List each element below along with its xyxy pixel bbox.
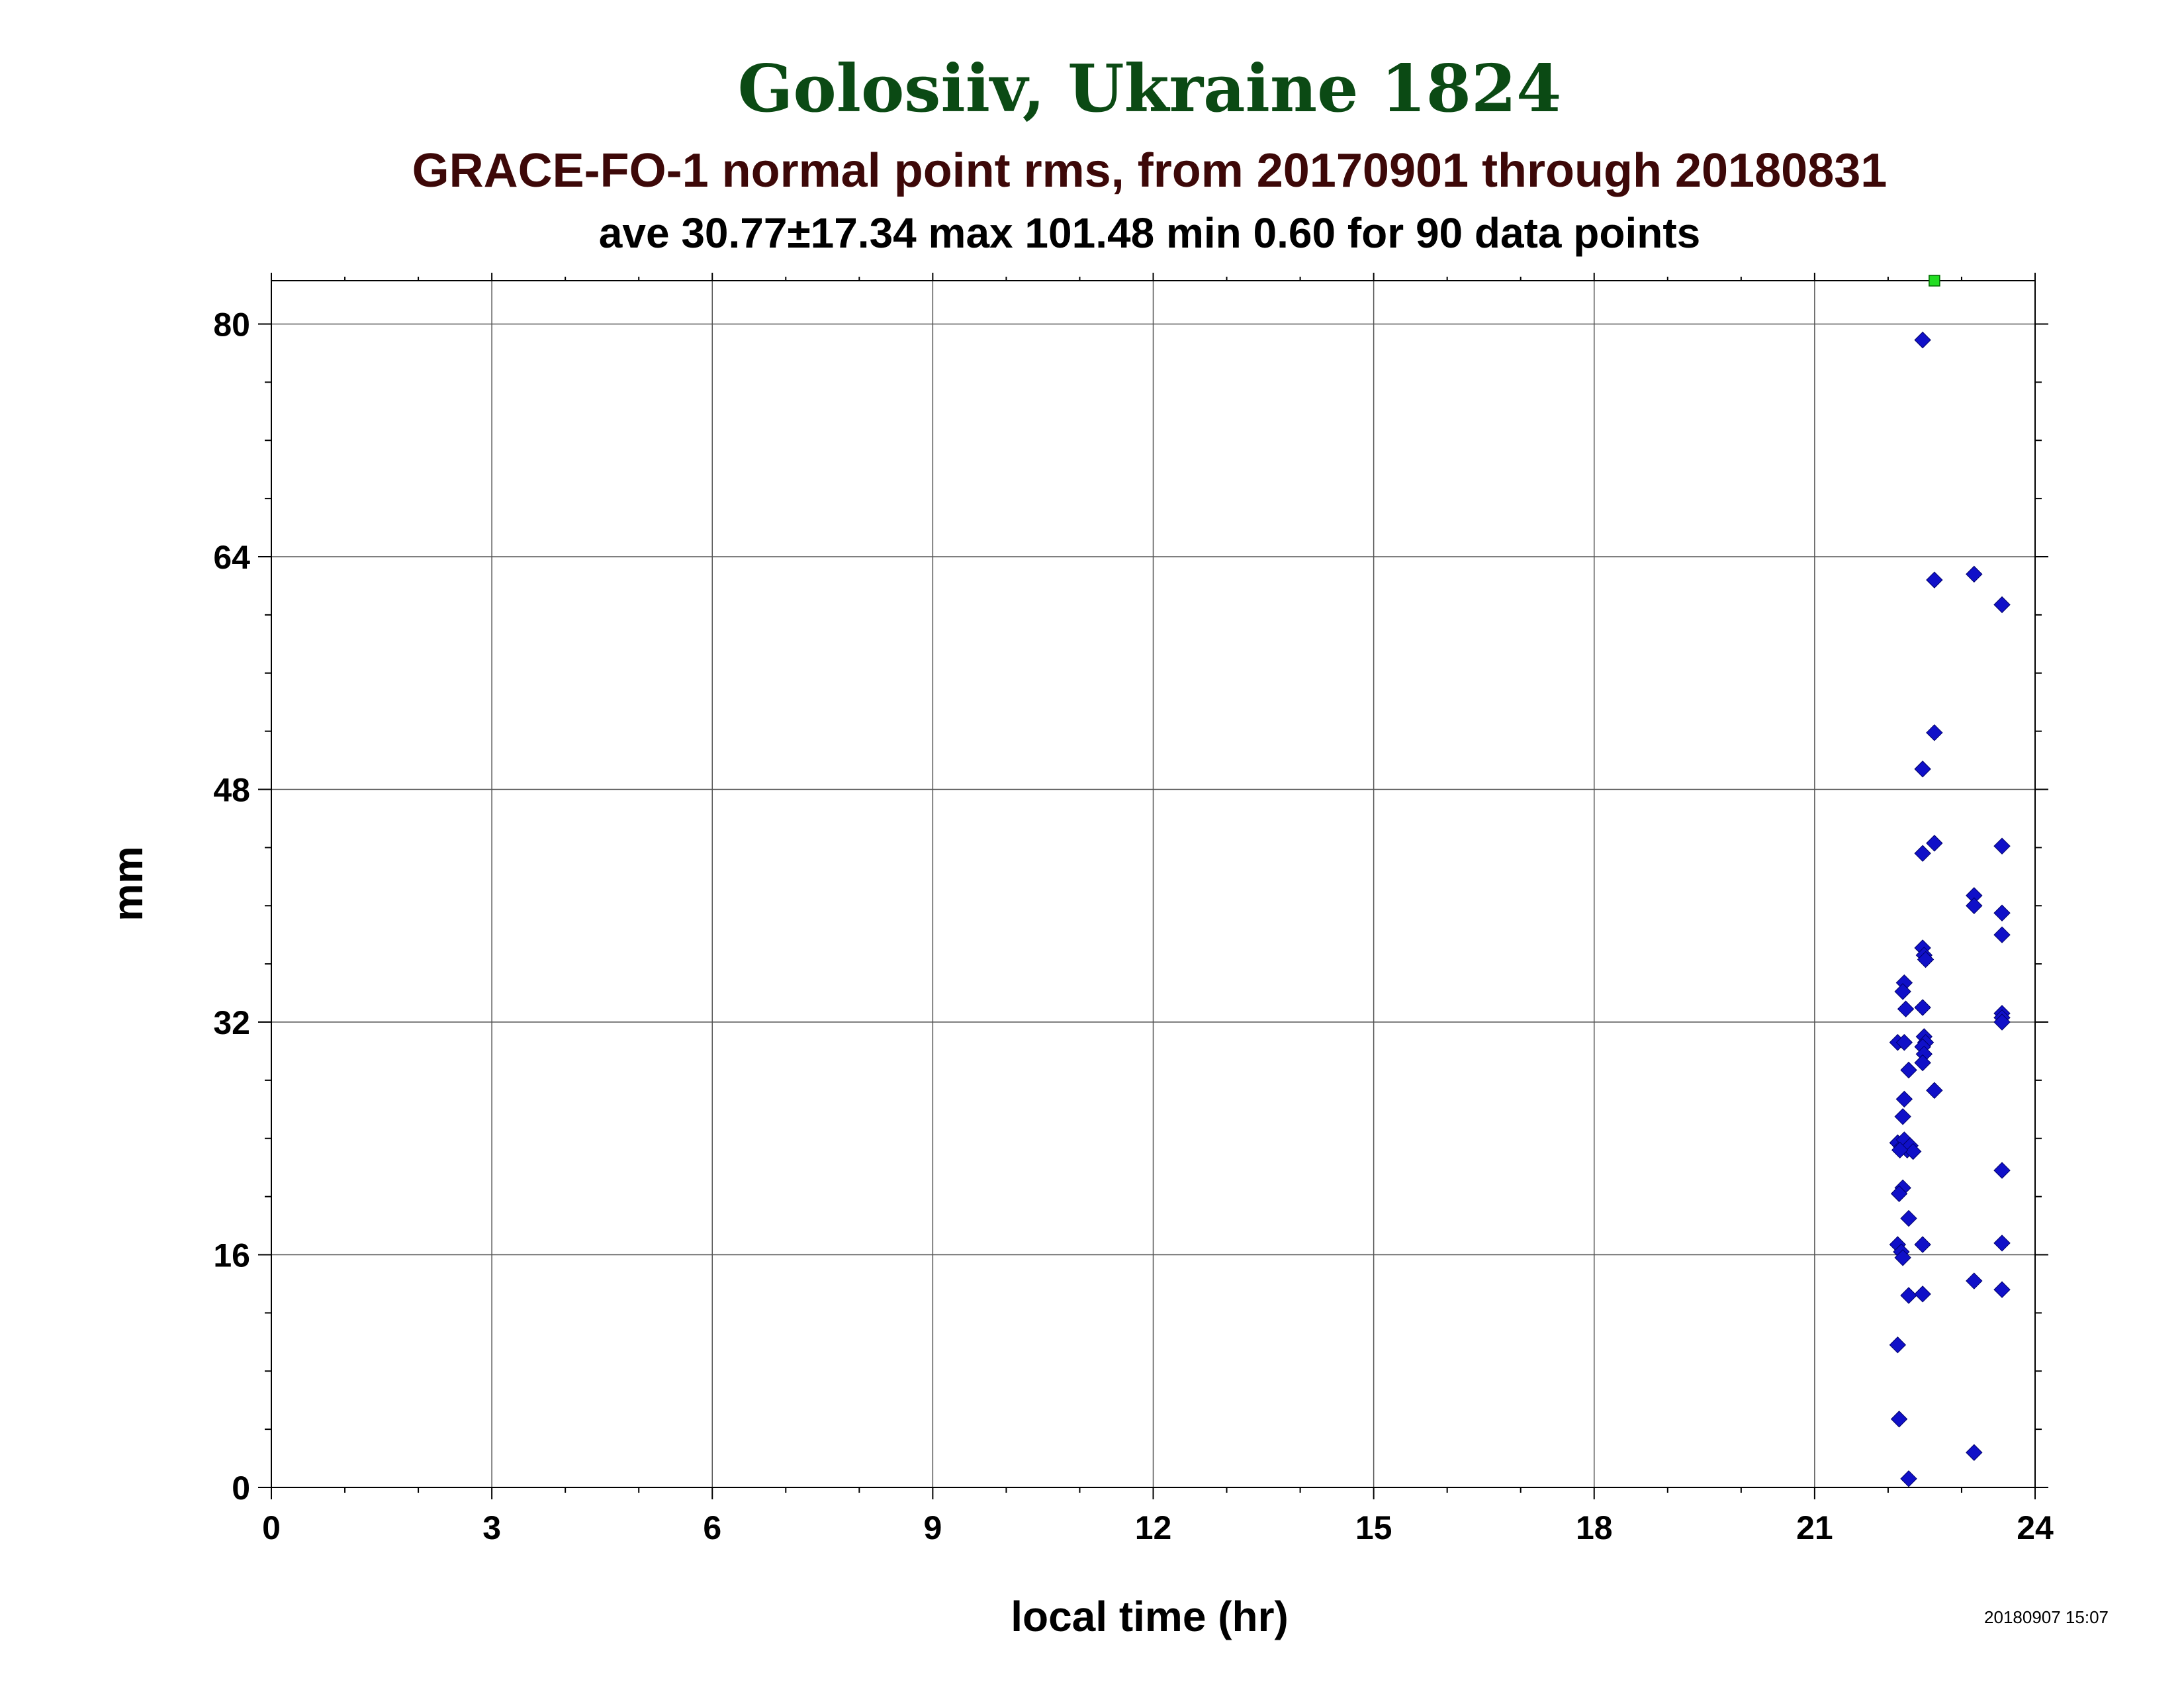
data-point bbox=[1926, 724, 1943, 741]
x-tick-labels: 0 3 6 9 12 15 18 21 24 bbox=[262, 1509, 2054, 1546]
data-point bbox=[1891, 1141, 1909, 1159]
data-points bbox=[1889, 331, 2011, 1487]
data-point bbox=[1914, 1236, 1931, 1253]
y-tick-labels: 0 16 32 48 64 80 bbox=[213, 306, 250, 1507]
x-tick-label: 0 bbox=[262, 1509, 281, 1546]
y-tick-label: 80 bbox=[213, 306, 250, 344]
data-point bbox=[1914, 1286, 1931, 1303]
x-tick-label: 24 bbox=[2017, 1509, 2054, 1546]
data-point bbox=[1914, 845, 1931, 862]
data-point bbox=[1904, 1143, 1922, 1160]
x-tick-label: 15 bbox=[1355, 1509, 1392, 1546]
plot-frame bbox=[271, 280, 2036, 1488]
x-tick-label: 21 bbox=[1796, 1509, 1833, 1546]
data-point bbox=[1900, 1209, 1917, 1227]
data-point bbox=[1914, 761, 1931, 778]
data-point bbox=[1914, 1054, 1931, 1072]
data-point bbox=[1914, 331, 1931, 349]
data-point bbox=[1900, 1061, 1917, 1079]
y-tick-label: 0 bbox=[232, 1470, 250, 1507]
data-point bbox=[1900, 1470, 1917, 1487]
data-point bbox=[1894, 1249, 1911, 1266]
data-point bbox=[1895, 1090, 1913, 1108]
data-point bbox=[1889, 1336, 1907, 1354]
y-tick-label: 64 bbox=[213, 539, 250, 576]
timestamp: 20180907 15:07 bbox=[1984, 1607, 2109, 1627]
data-point bbox=[1993, 1162, 2011, 1179]
outlier-marker bbox=[1929, 275, 1940, 287]
data-point bbox=[1993, 904, 2011, 921]
data-point bbox=[1890, 1185, 1908, 1202]
x-tick-label: 9 bbox=[923, 1509, 942, 1546]
data-point bbox=[1966, 565, 1983, 583]
data-point bbox=[1926, 835, 1943, 852]
y-tick-label: 16 bbox=[213, 1237, 250, 1274]
y-tick-label: 32 bbox=[213, 1004, 250, 1041]
data-point bbox=[1993, 1013, 2011, 1031]
data-point bbox=[1897, 1000, 1915, 1017]
data-point bbox=[1993, 837, 2011, 855]
data-point bbox=[1966, 897, 1983, 914]
data-point bbox=[1966, 1444, 1983, 1461]
grid-lines bbox=[271, 281, 2036, 1488]
x-tick-label: 3 bbox=[482, 1509, 501, 1546]
data-point bbox=[1894, 983, 1911, 1000]
data-point bbox=[1900, 1287, 1917, 1304]
chart-title: Golosiiv, Ukraine 1824 bbox=[738, 51, 1562, 127]
x-tick-label: 6 bbox=[703, 1509, 721, 1546]
data-point bbox=[1993, 926, 2011, 943]
data-point bbox=[1993, 1281, 2011, 1298]
x-tick-label: 18 bbox=[1576, 1509, 1613, 1546]
x-axis-label: local time (hr) bbox=[1011, 1593, 1289, 1640]
data-point bbox=[1926, 1082, 1943, 1099]
data-point bbox=[1926, 571, 1943, 588]
data-point bbox=[1895, 1034, 1913, 1051]
data-point bbox=[1914, 999, 1931, 1016]
data-point bbox=[1966, 1272, 1983, 1289]
outlier-markers bbox=[1929, 275, 1940, 287]
data-point bbox=[1890, 1411, 1908, 1428]
data-point bbox=[1993, 596, 2011, 614]
data-point bbox=[1917, 951, 1934, 968]
data-point bbox=[1894, 1108, 1911, 1125]
y-tick-label: 48 bbox=[213, 772, 250, 809]
chart-stats: ave 30.77±17.34 max 101.48 min 0.60 for … bbox=[599, 209, 1701, 257]
x-tick-label: 12 bbox=[1135, 1509, 1172, 1546]
data-point bbox=[1993, 1235, 2011, 1252]
chart-subtitle: GRACE-FO-1 normal point rms, from 201709… bbox=[412, 144, 1888, 197]
y-axis-label: mm bbox=[104, 846, 152, 921]
